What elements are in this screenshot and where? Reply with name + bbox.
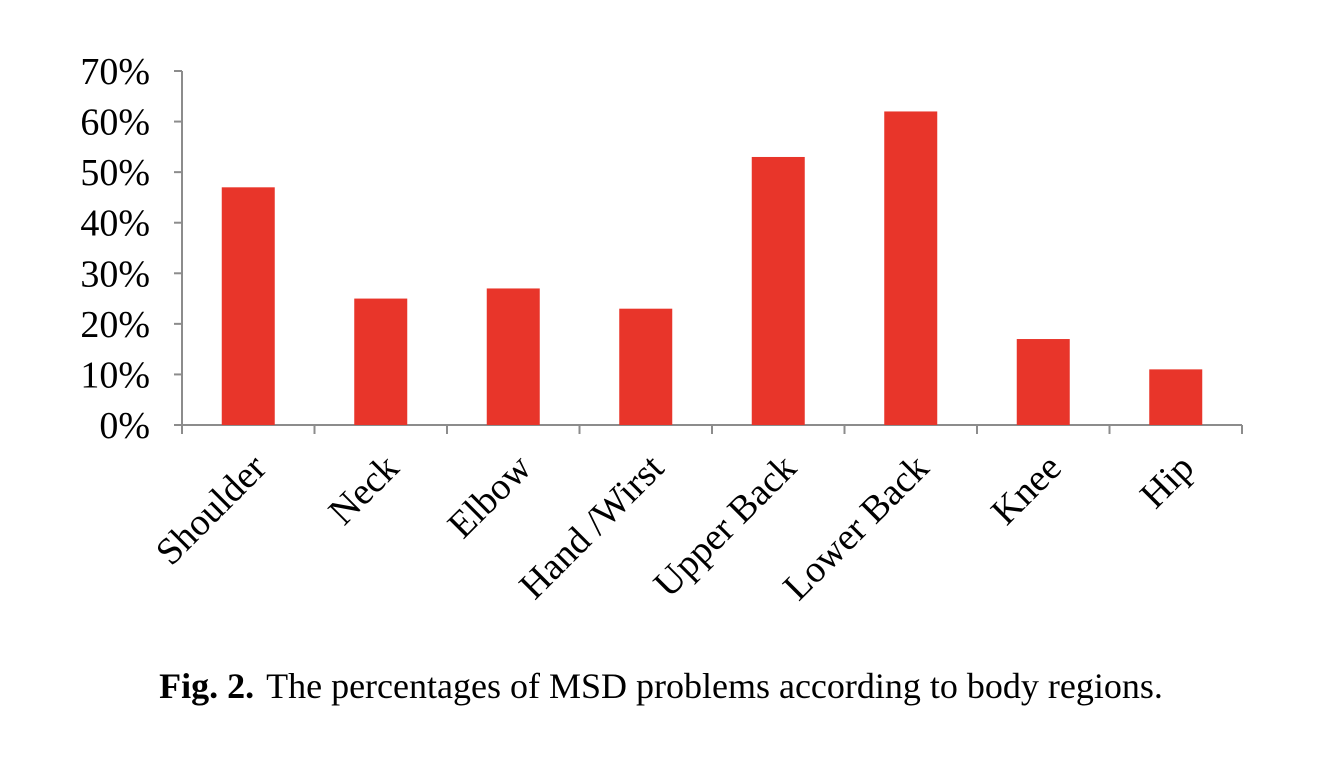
x-tick-label: Elbow — [440, 446, 540, 546]
bar — [1016, 339, 1070, 425]
y-tick-label: 70% — [80, 51, 150, 93]
caption-label: Fig. 2. — [159, 666, 255, 706]
bar — [884, 111, 938, 425]
y-tick-label: 40% — [80, 203, 150, 245]
y-axis: 0% 10% 20% 30% 40% 50% 60% 70% — [80, 51, 183, 447]
x-tick-label: Lower Back — [775, 447, 937, 609]
y-tick-label: 50% — [80, 152, 150, 194]
bar — [354, 298, 408, 425]
x-tick-label: Hip — [1132, 447, 1202, 517]
x-axis — [181, 424, 1243, 434]
x-tick-label: Hand /Wirst — [511, 446, 672, 607]
bar — [221, 187, 275, 425]
bar — [486, 288, 540, 425]
bars — [221, 111, 1203, 425]
bar — [751, 156, 805, 425]
bar — [619, 308, 673, 425]
bar — [1149, 369, 1203, 425]
x-tick-label: Knee — [983, 447, 1069, 533]
y-tick-label: 20% — [80, 304, 150, 346]
figure-caption: Fig. 2. The percentages of MSD problems a… — [0, 665, 1322, 707]
x-tick-label: Shoulder — [148, 446, 275, 573]
bar-chart: 0% 10% 20% 30% 40% 50% 60% 70% Shoulder Neck Elbo… — [80, 51, 1243, 608]
y-tick-label: 10% — [80, 354, 150, 396]
x-tick-label: Neck — [321, 447, 407, 533]
caption-text: The percentages of MSD problems accordin… — [266, 666, 1163, 706]
y-tick-label: 0% — [99, 405, 150, 447]
y-tick-label: 60% — [80, 102, 150, 144]
y-tick-label: 30% — [80, 253, 150, 295]
